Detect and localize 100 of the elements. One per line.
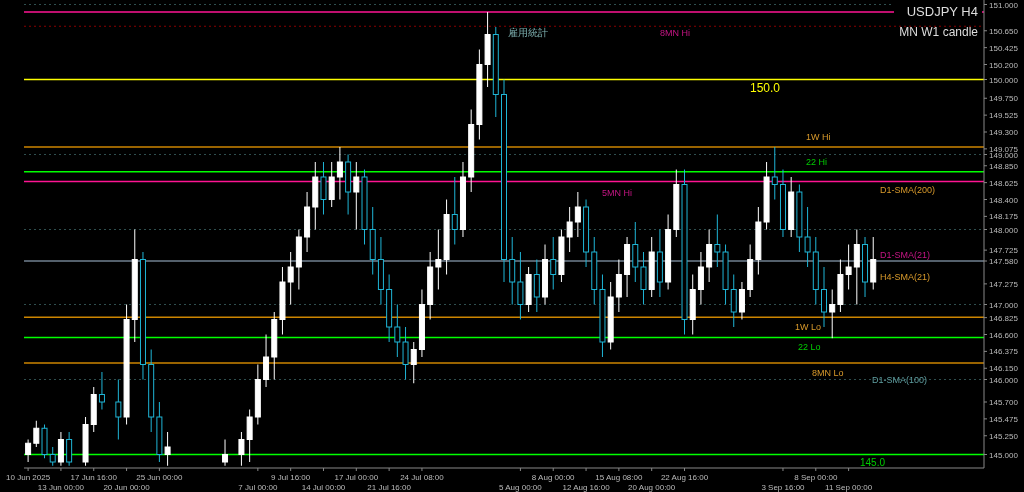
x-tick-label: 7 Jul 00:00 (238, 483, 278, 492)
annotation: D1-SMA(200) (880, 185, 936, 195)
candlestick (33, 420, 40, 448)
annotation: 22 Hi (806, 157, 828, 167)
y-tick-label: 148.400 (989, 195, 1019, 205)
candlestick (263, 334, 270, 388)
x-tick-label: 25 Jun 00:00 (136, 473, 184, 482)
y-tick-label: 149.075 (989, 144, 1019, 154)
x-tick-label: 8 Sep 00:00 (794, 473, 838, 482)
candlestick (57, 431, 64, 467)
y-tick-label: 145.250 (989, 431, 1019, 441)
y-tick-label: 146.825 (989, 313, 1019, 323)
annotation: 5MN Hi (602, 188, 633, 198)
y-tick-label: 146.600 (989, 330, 1019, 340)
candlestick (706, 229, 713, 283)
candlestick (115, 379, 122, 440)
candlestick (328, 161, 335, 208)
x-tick-label: 24 Jul 08:00 (400, 473, 445, 482)
y-tick-label: 147.275 (989, 279, 1019, 289)
candlestick (730, 274, 737, 328)
x-tick-label: 15 Aug 08:00 (595, 473, 643, 482)
candlestick (164, 431, 171, 467)
y-tick-label: 148.175 (989, 212, 1019, 222)
candlestick (287, 251, 294, 305)
candlestick (632, 221, 639, 283)
candlestick (738, 281, 745, 320)
candlestick (821, 266, 827, 328)
x-tick-label: 11 Sep 00:00 (825, 483, 873, 492)
candlestick (222, 439, 229, 467)
candlestick (829, 289, 836, 339)
y-tick-label: 147.725 (989, 246, 1019, 256)
y-tick-label: 150.200 (989, 60, 1019, 70)
candlestick (615, 259, 622, 313)
y-tick-label: 145.700 (989, 398, 1019, 407)
annotation: D1-SMA(100) (872, 375, 928, 385)
x-tick-label: 12 Aug 16:00 (562, 483, 611, 492)
candlestick (853, 229, 860, 305)
y-tick-label: 151.000 (989, 0, 1019, 10)
annotation: D1-SMA(21) (880, 250, 931, 260)
x-tick-label: 3 Sep 16:00 (761, 483, 806, 492)
y-tick-label: 149.300 (989, 128, 1019, 137)
y-tick-label: 150.425 (989, 43, 1019, 53)
y-tick-label: 150.650 (989, 26, 1019, 36)
x-tick-label: 10 Jun 2025 (6, 473, 51, 482)
candlestick (550, 236, 557, 290)
candlestick (402, 326, 409, 380)
y-tick-label: 146.375 (989, 347, 1019, 357)
x-tick-label: 14 Jul 00:00 (301, 483, 346, 492)
text: MN W1 candle (899, 25, 979, 39)
x-tick-label: 9 Jul 16:00 (271, 473, 311, 482)
candlestick (574, 191, 581, 238)
annotation: 雇用統計 (508, 27, 548, 38)
x-tick-label: 20 Aug 00:00 (628, 483, 676, 492)
annotation: 150.0 (750, 81, 781, 95)
candlestick (714, 214, 721, 268)
y-tick-label: 148.850 (989, 161, 1019, 171)
y-tick-label: 146.150 (989, 364, 1019, 374)
x-tick-label: 22 Aug 16:00 (660, 473, 709, 482)
y-tick-label: 147.000 (989, 300, 1019, 310)
candlestick (533, 259, 540, 313)
y-tick-label: 150.000 (989, 75, 1019, 85)
candlestick (394, 304, 401, 358)
candlestick (640, 251, 647, 305)
annotation: 22 Lo (798, 342, 821, 352)
annotation: 8MN Lo (812, 368, 844, 378)
y-tick-label: 148.000 (989, 225, 1019, 235)
annotation: 1W Hi (806, 132, 831, 142)
candlestick (336, 146, 343, 200)
candlestick (353, 161, 360, 230)
annotation: 1W Lo (795, 322, 822, 332)
x-tick-label: 8 Aug 00:00 (531, 473, 576, 482)
candlestick (517, 251, 524, 320)
candlestick (870, 236, 877, 290)
candlestick (320, 161, 327, 215)
candlestick (509, 236, 516, 305)
annotation: 8MN Hi (660, 28, 691, 38)
candlestick (66, 431, 73, 467)
candlestick (451, 176, 458, 245)
candlestick (25, 439, 32, 463)
x-tick-label: 13 Jun 00:00 (37, 483, 85, 492)
y-tick-label: 145.000 (989, 450, 1019, 460)
candlestick (98, 371, 105, 410)
candlestick (771, 146, 778, 200)
y-tick-label: 149.750 (989, 94, 1019, 104)
x-tick-label: 17 Jun 16:00 (70, 473, 118, 482)
y-tick-label: 146.000 (989, 375, 1019, 385)
chart-title: USDJPY H4 (906, 4, 978, 19)
y-tick-label: 149.525 (989, 111, 1019, 121)
candlestick (697, 251, 704, 305)
x-tick-label: 17 Jul 00:00 (334, 473, 379, 482)
candlestick (49, 446, 56, 467)
annotation: 145.0 (860, 457, 886, 468)
y-tick-label: 147.580 (989, 257, 1019, 266)
y-tick-label: 145.475 (989, 414, 1019, 424)
candlestick (410, 341, 417, 384)
y-tick-label: 148.625 (989, 178, 1019, 188)
x-tick-label: 20 Jun 00:00 (103, 483, 151, 492)
annotation: H4-SMA(21) (880, 272, 931, 282)
x-tick-label: 5 Aug 00:00 (499, 483, 543, 492)
x-tick-label: 21 Jul 16:00 (367, 483, 412, 492)
